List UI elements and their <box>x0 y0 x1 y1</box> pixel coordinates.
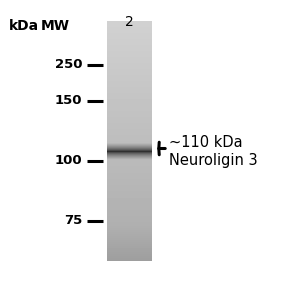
Text: kDa: kDa <box>9 19 39 32</box>
Text: 150: 150 <box>55 94 82 107</box>
Text: 2: 2 <box>124 16 134 29</box>
Text: 250: 250 <box>55 58 82 71</box>
Text: 100: 100 <box>55 154 82 167</box>
Text: MW: MW <box>41 19 70 32</box>
Text: ~110 kDa: ~110 kDa <box>169 135 243 150</box>
Text: 75: 75 <box>64 214 83 227</box>
Text: Neuroligin 3: Neuroligin 3 <box>169 153 258 168</box>
